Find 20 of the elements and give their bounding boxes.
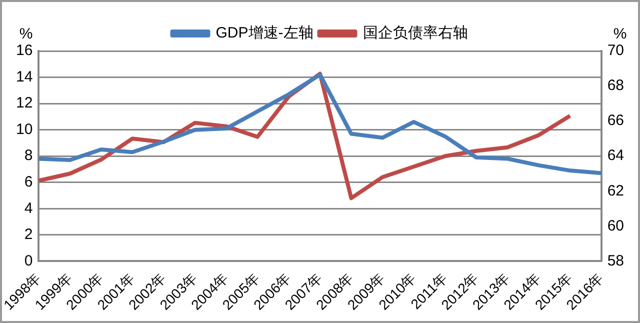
y2-axis-title: % xyxy=(613,26,627,43)
y2-tick-label: 70 xyxy=(607,42,624,60)
y-tick-label: 2 xyxy=(24,226,33,244)
y-tick-label: 8 xyxy=(24,147,33,164)
y-tick-label: 10 xyxy=(16,120,33,138)
y-tick-label: 16 xyxy=(16,42,33,60)
y-tick-label: 12 xyxy=(16,94,33,112)
y-tick-label: 6 xyxy=(24,174,33,191)
y-axis-title: % xyxy=(19,26,33,43)
y2-tick-label: 58 xyxy=(607,252,624,270)
y2-tick-label: 64 xyxy=(607,147,624,164)
y-tick-label: 0 xyxy=(24,252,33,270)
y-tick-label: 4 xyxy=(24,200,33,217)
legend-label: GDP增速-左轴 xyxy=(216,24,314,42)
y2-tick-label: 60 xyxy=(607,217,624,234)
y2-tick-label: 68 xyxy=(607,77,624,94)
legend-label: 国企负债率右轴 xyxy=(362,24,468,42)
y2-tick-label: 62 xyxy=(607,182,624,200)
y2-tick-label: 66 xyxy=(607,112,624,130)
y-tick-label: 14 xyxy=(16,68,33,86)
